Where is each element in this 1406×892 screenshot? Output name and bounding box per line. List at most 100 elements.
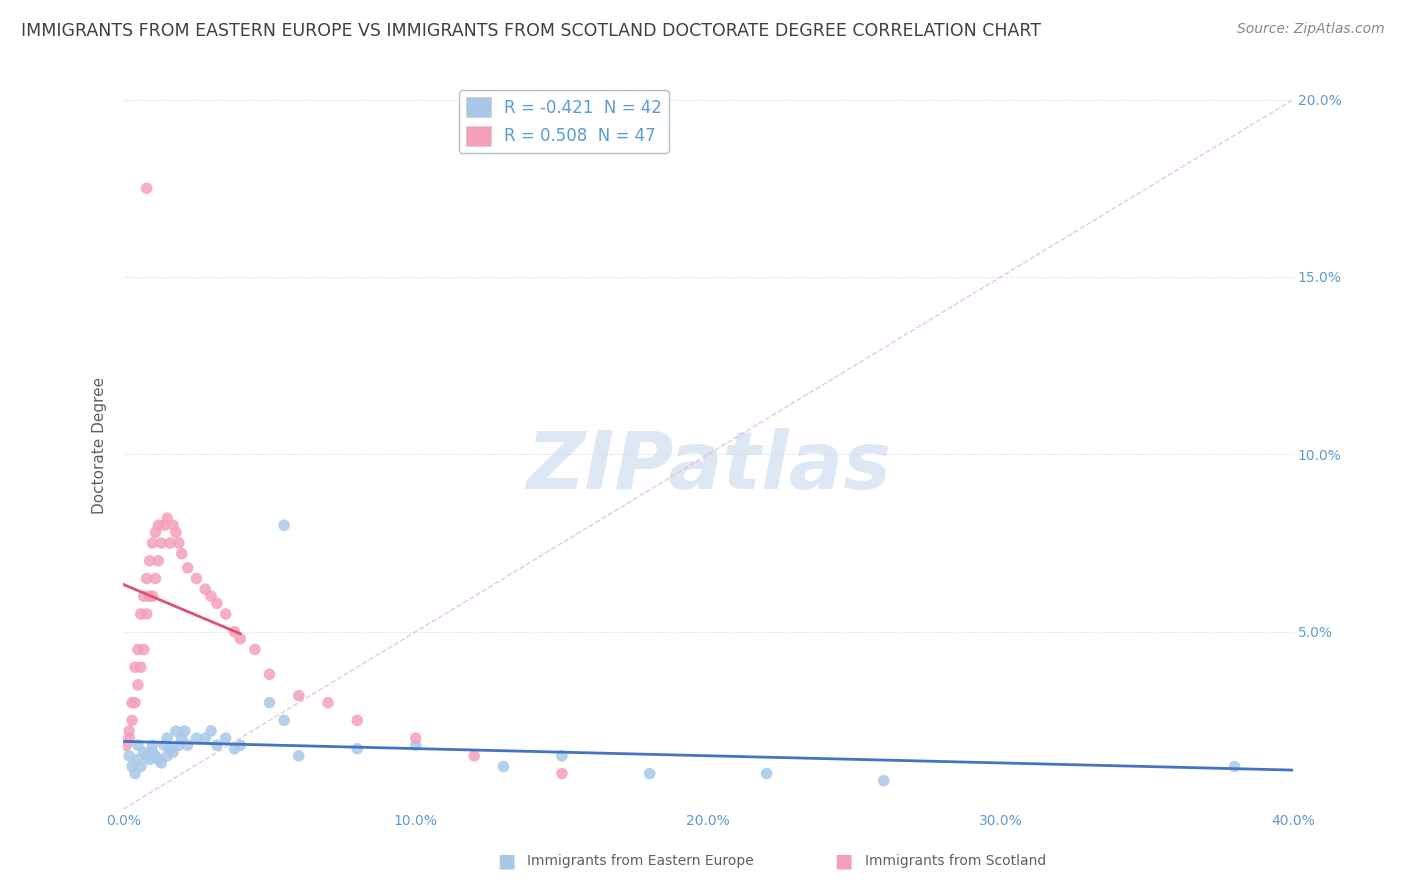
- Point: [273, 518, 295, 533]
- Point: [259, 696, 281, 710]
- Point: [129, 759, 152, 773]
- Point: [346, 714, 368, 728]
- Text: Immigrants from Scotland: Immigrants from Scotland: [865, 854, 1046, 868]
- Text: Source: ZipAtlas.com: Source: ZipAtlas.com: [1237, 22, 1385, 37]
- Point: [194, 731, 217, 746]
- Point: [176, 738, 198, 752]
- Point: [135, 748, 157, 763]
- Point: [138, 554, 160, 568]
- Point: [148, 554, 170, 568]
- Point: [148, 752, 170, 766]
- Point: [118, 724, 141, 739]
- Point: [153, 738, 176, 752]
- Point: [153, 518, 176, 533]
- Point: [118, 748, 141, 763]
- Point: [165, 724, 187, 739]
- Point: [273, 714, 295, 728]
- Point: [167, 536, 190, 550]
- Point: [141, 738, 163, 752]
- Point: [118, 731, 141, 746]
- Point: [224, 624, 246, 639]
- Point: [755, 766, 778, 780]
- Y-axis label: Doctorate Degree: Doctorate Degree: [93, 377, 107, 514]
- Point: [124, 766, 146, 780]
- Point: [132, 642, 155, 657]
- Point: [551, 748, 574, 763]
- Point: [121, 696, 143, 710]
- Point: [127, 642, 149, 657]
- Point: [872, 773, 894, 788]
- Point: [214, 731, 236, 746]
- Point: [124, 696, 146, 710]
- Point: [229, 738, 252, 752]
- Point: [135, 607, 157, 621]
- Point: [115, 738, 138, 752]
- Point: [127, 752, 149, 766]
- Point: [156, 748, 179, 763]
- Text: IMMIGRANTS FROM EASTERN EUROPE VS IMMIGRANTS FROM SCOTLAND DOCTORATE DEGREE CORR: IMMIGRANTS FROM EASTERN EUROPE VS IMMIGR…: [21, 22, 1040, 40]
- Point: [224, 741, 246, 756]
- Point: [148, 518, 170, 533]
- Point: [287, 689, 309, 703]
- Point: [194, 582, 217, 596]
- Point: [162, 518, 184, 533]
- Point: [405, 731, 427, 746]
- Point: [638, 766, 661, 780]
- Point: [170, 731, 193, 746]
- Point: [124, 660, 146, 674]
- Point: [141, 589, 163, 603]
- Point: [141, 536, 163, 550]
- Point: [135, 181, 157, 195]
- Point: [145, 748, 167, 763]
- Text: ■: ■: [496, 851, 516, 871]
- Point: [121, 759, 143, 773]
- Point: [176, 561, 198, 575]
- Point: [287, 748, 309, 763]
- Point: [150, 756, 173, 770]
- Point: [159, 536, 181, 550]
- Point: [346, 741, 368, 756]
- Point: [129, 607, 152, 621]
- Point: [463, 748, 485, 763]
- Point: [205, 596, 228, 610]
- Point: [121, 714, 143, 728]
- Point: [492, 759, 515, 773]
- Point: [214, 607, 236, 621]
- Point: [138, 589, 160, 603]
- Point: [132, 589, 155, 603]
- Point: [135, 572, 157, 586]
- Point: [162, 745, 184, 759]
- Point: [167, 738, 190, 752]
- Point: [159, 741, 181, 756]
- Point: [129, 660, 152, 674]
- Point: [145, 572, 167, 586]
- Point: [316, 696, 339, 710]
- Point: [127, 738, 149, 752]
- Text: Immigrants from Eastern Europe: Immigrants from Eastern Europe: [527, 854, 754, 868]
- Point: [259, 667, 281, 681]
- Point: [170, 547, 193, 561]
- Point: [150, 536, 173, 550]
- Point: [165, 525, 187, 540]
- Point: [186, 572, 208, 586]
- Text: ■: ■: [834, 851, 853, 871]
- Text: ZIPatlas: ZIPatlas: [526, 428, 890, 507]
- Point: [243, 642, 266, 657]
- Point: [200, 724, 222, 739]
- Point: [138, 752, 160, 766]
- Point: [186, 731, 208, 746]
- Point: [141, 745, 163, 759]
- Point: [156, 731, 179, 746]
- Point: [551, 766, 574, 780]
- Point: [145, 525, 167, 540]
- Point: [173, 724, 195, 739]
- Point: [229, 632, 252, 646]
- Point: [156, 511, 179, 525]
- Point: [405, 738, 427, 752]
- Point: [132, 745, 155, 759]
- Point: [127, 678, 149, 692]
- Legend: R = -0.421  N = 42, R = 0.508  N = 47: R = -0.421 N = 42, R = 0.508 N = 47: [460, 90, 669, 153]
- Point: [1223, 759, 1246, 773]
- Point: [200, 589, 222, 603]
- Point: [205, 738, 228, 752]
